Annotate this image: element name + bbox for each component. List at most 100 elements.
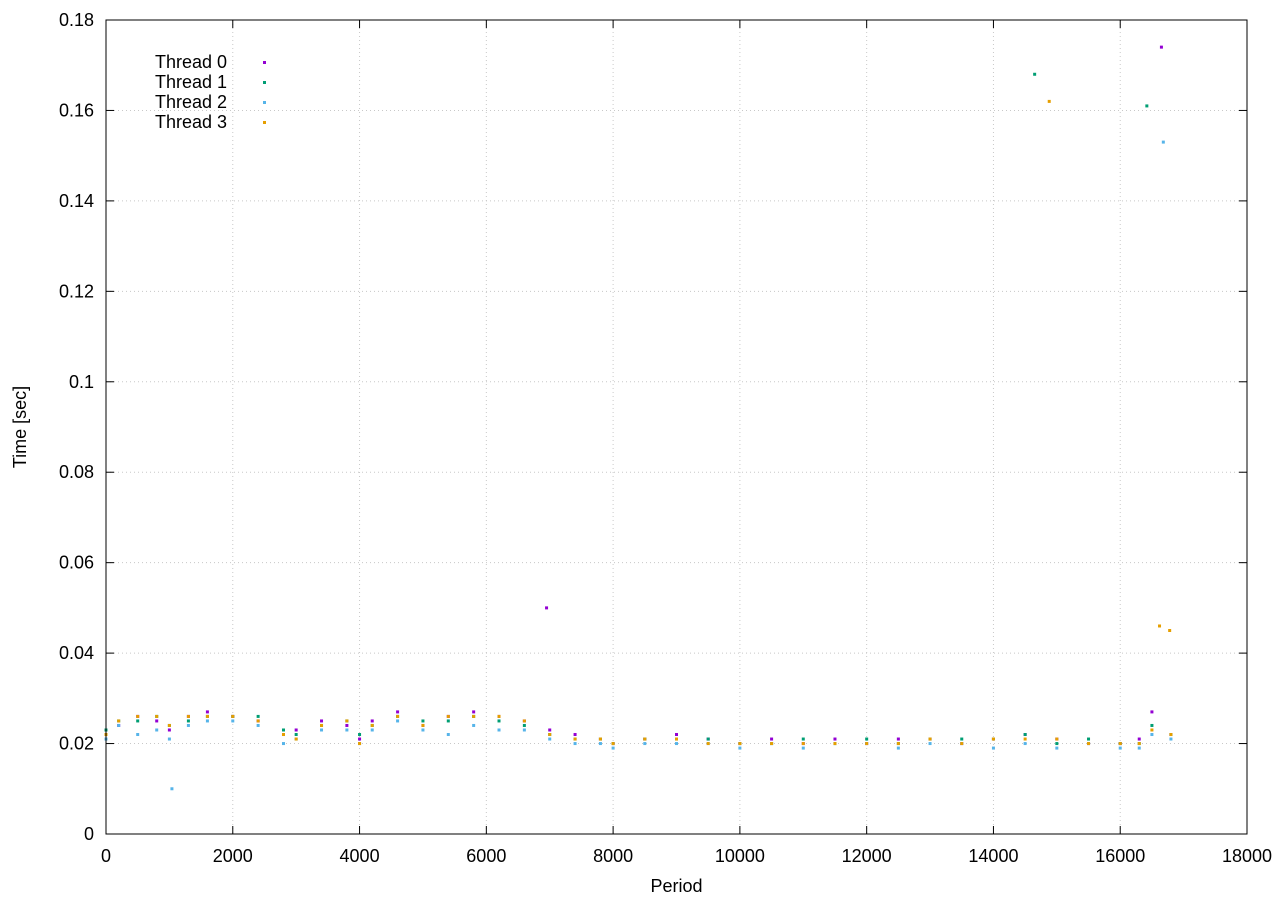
data-point: [155, 728, 159, 732]
y-tick-label: 0.08: [59, 462, 94, 482]
data-point: [497, 728, 501, 732]
series-3: [104, 99, 1173, 746]
y-tick-label: 0.14: [59, 191, 94, 211]
data-point: [497, 714, 501, 718]
data-point: [117, 723, 121, 727]
data-point: [320, 728, 324, 732]
data-point: [960, 742, 964, 746]
data-point: [598, 737, 602, 741]
x-tick-label: 14000: [968, 846, 1018, 866]
outlier-point: [1168, 629, 1172, 632]
x-tick-label: 6000: [466, 846, 506, 866]
data-point: [472, 710, 476, 714]
data-point: [896, 737, 900, 741]
data-point: [1150, 728, 1154, 732]
data-point: [1023, 742, 1027, 746]
data-point: [643, 737, 647, 741]
data-point: [675, 737, 678, 741]
data-point: [256, 723, 260, 727]
data-point: [231, 714, 235, 718]
legend-marker: [263, 61, 266, 64]
data-point: [801, 737, 805, 741]
data-point: [446, 714, 450, 718]
data-point: [833, 737, 837, 741]
x-tick-label: 18000: [1222, 846, 1272, 866]
data-point: [1137, 742, 1141, 746]
y-tick-label: 0.1: [69, 372, 94, 392]
legend-marker: [263, 81, 266, 84]
data-point: [281, 728, 285, 732]
data-point: [1023, 737, 1027, 741]
data-point: [598, 742, 602, 746]
data-point: [358, 742, 362, 746]
data-point: [1137, 746, 1141, 750]
x-tick-label: 4000: [340, 846, 380, 866]
data-point: [1023, 733, 1027, 737]
data-point: [1150, 710, 1154, 714]
data-point: [548, 728, 552, 732]
y-tick-label: 0: [84, 824, 94, 844]
x-tick-label: 2000: [213, 846, 253, 866]
data-point: [136, 719, 140, 723]
data-point: [1169, 737, 1173, 741]
data-point: [358, 733, 362, 737]
data-point: [896, 746, 900, 750]
data-point: [281, 733, 285, 737]
data-point: [573, 733, 577, 737]
data-point: [167, 737, 171, 741]
data-point: [167, 723, 171, 727]
data-point: [706, 742, 710, 746]
outlier-point: [1159, 45, 1163, 49]
data-point: [231, 719, 235, 723]
data-point: [1055, 742, 1059, 746]
legend-label: Thread 0: [155, 52, 227, 72]
data-point: [1118, 742, 1122, 746]
data-point: [611, 746, 615, 750]
data-point: [738, 742, 742, 746]
data-point: [136, 714, 140, 718]
data-point: [396, 714, 400, 718]
data-point: [573, 742, 577, 746]
legend-marker: [263, 101, 266, 104]
outlier-point: [1161, 140, 1165, 144]
y-tick-label: 0.12: [59, 281, 94, 301]
x-axis-title: Period: [650, 876, 702, 896]
data-point: [446, 719, 450, 723]
data-point: [167, 728, 171, 732]
data-point: [960, 737, 964, 741]
plot-frame: [105, 19, 1248, 835]
data-point: [865, 737, 869, 741]
data-point: [1137, 737, 1141, 741]
data-point: [256, 714, 260, 718]
legend-label: Thread 3: [155, 112, 227, 132]
outlier-point: [1158, 624, 1162, 628]
data-point: [294, 733, 298, 737]
data-point: [706, 737, 710, 741]
y-tick-label: 0.06: [59, 553, 94, 573]
data-point: [611, 742, 615, 746]
y-tick-label: 0.02: [59, 734, 94, 754]
data-point: [928, 742, 932, 746]
x-tick-label: 8000: [593, 846, 633, 866]
data-point: [281, 742, 285, 746]
data-point: [370, 728, 374, 732]
data-point: [117, 719, 121, 723]
data-point: [548, 733, 552, 737]
data-point: [770, 737, 774, 741]
y-tick-label: 0.18: [59, 10, 94, 30]
data-point: [770, 742, 774, 746]
data-point: [370, 719, 374, 723]
data-point: [294, 737, 298, 741]
outlier-point: [1047, 99, 1051, 103]
data-point: [472, 714, 476, 718]
data-point: [675, 742, 678, 746]
data-point: [472, 723, 476, 727]
data-point: [573, 737, 577, 741]
data-point: [1087, 742, 1091, 746]
data-point: [1150, 733, 1154, 737]
data-point: [801, 742, 805, 746]
data-point: [675, 733, 678, 737]
x-tick-label: 10000: [715, 846, 765, 866]
